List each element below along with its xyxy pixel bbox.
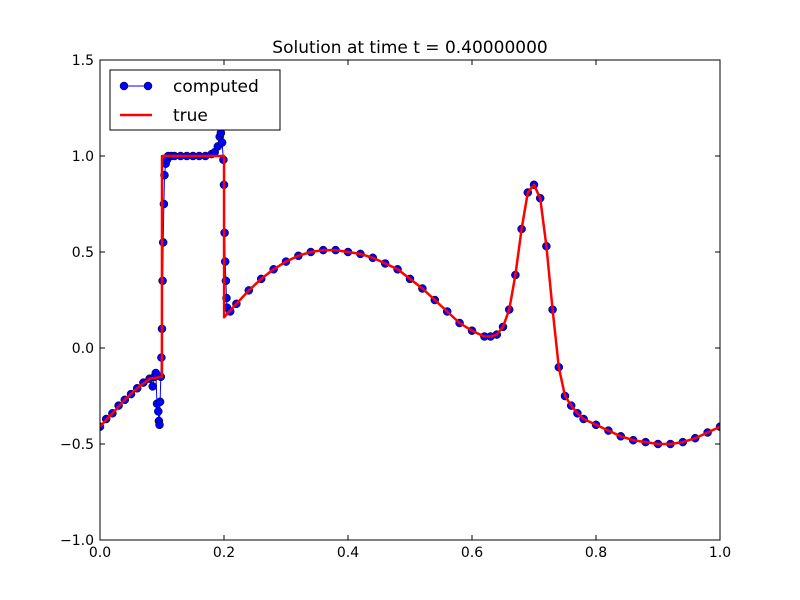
computed-point (154, 407, 163, 416)
x-tick-label: 0.6 (461, 545, 483, 561)
computed-point (148, 382, 157, 391)
plot-background (100, 60, 720, 540)
computed-point (217, 138, 227, 147)
legend-computed-marker (119, 81, 129, 91)
series-true-line (100, 154, 720, 446)
legend-box (109, 69, 281, 131)
x-tick-label: 0.2 (213, 545, 235, 561)
y-tick-label: −0.5 (60, 437, 94, 453)
legend-computed-label: computed (173, 77, 259, 97)
chart-title: Solution at time t = 0.40000000 (272, 38, 547, 58)
x-tick-label: 0.4 (337, 545, 359, 561)
y-tick-label: 0.0 (72, 341, 94, 357)
y-tick-label: 1.5 (72, 53, 94, 69)
y-tick-label: −1.0 (60, 533, 94, 549)
computed-point (155, 397, 165, 407)
legend-computed-marker (143, 81, 153, 91)
plot-frame (99, 59, 721, 541)
y-tick-label: 0.5 (72, 245, 94, 261)
legend-true-label: true (173, 106, 208, 126)
series-layer (100, 128, 720, 449)
legend: computed true (109, 69, 281, 131)
x-tick-label: 0.8 (585, 545, 607, 561)
x-tick-label: 0.0 (89, 545, 111, 561)
x-tick-label: 1.0 (709, 545, 731, 561)
computed-point (155, 420, 164, 430)
plot-area (100, 60, 720, 540)
axis-ticks: 0.0 0.2 0.4 0.6 0.8 1.0 −1.0 −0.5 0.0 0.5 1.0 1.5 (60, 53, 731, 561)
y-tick-label: 1.0 (72, 149, 94, 165)
